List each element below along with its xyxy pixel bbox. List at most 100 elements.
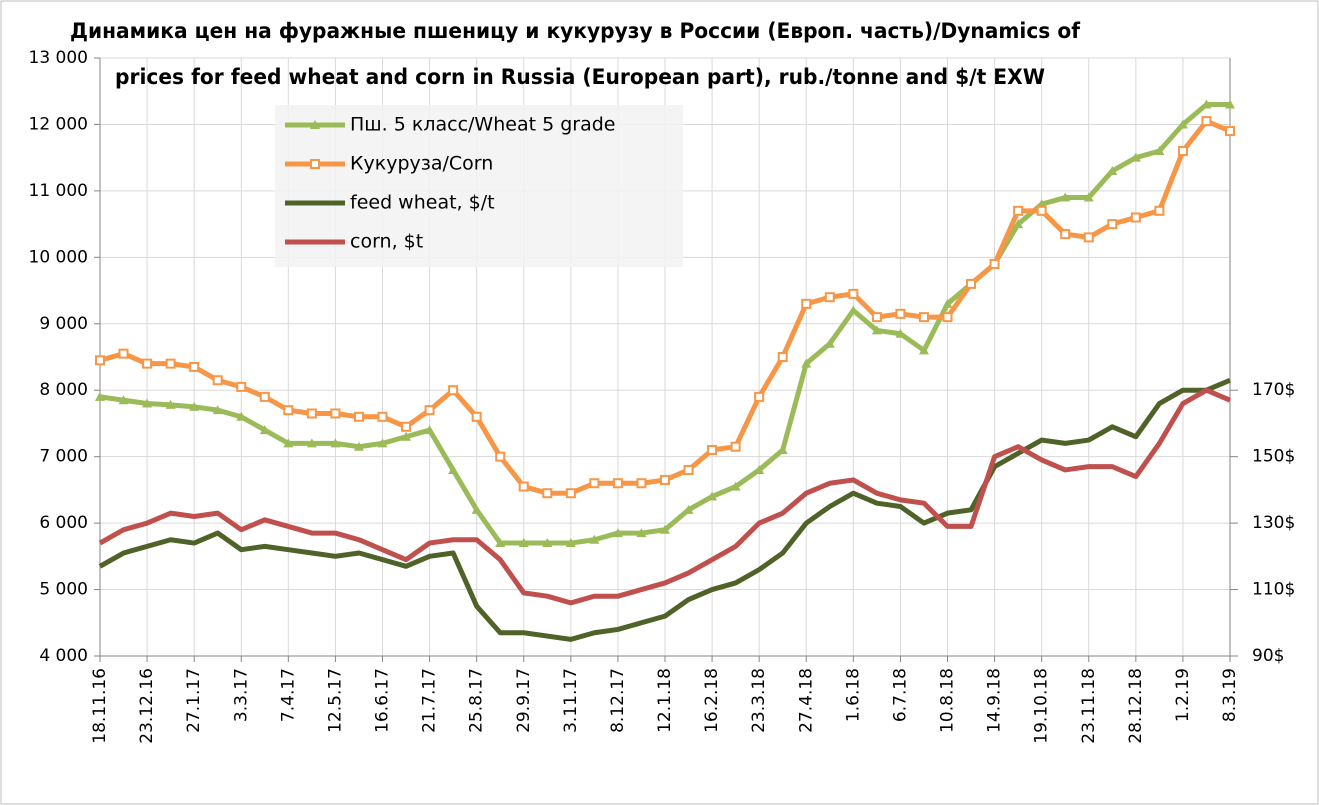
marker [306, 408, 317, 419]
marker [942, 298, 953, 308]
x-tick-label: 18.11.16 [90, 668, 110, 744]
marker [565, 538, 576, 548]
y-tick-label: 13 000 [29, 48, 88, 68]
x-tick-label: 27.4.18 [796, 668, 816, 733]
x-tick-label: 10.8.18 [938, 668, 958, 733]
x-tick-label: 23.12.16 [137, 668, 157, 744]
marker [895, 328, 906, 338]
x-tick-label: 6.7.18 [890, 668, 910, 722]
marker [118, 395, 129, 405]
x-tick-label: 27.1.17 [184, 668, 204, 733]
marker [165, 399, 176, 409]
marker [612, 478, 623, 489]
marker [871, 312, 882, 323]
marker [707, 445, 718, 456]
marker [495, 451, 506, 462]
y2-tick-label: 170$ [1252, 380, 1295, 400]
legend-label: Кукуруза/Corn [350, 153, 493, 175]
marker [236, 381, 247, 392]
marker [1060, 192, 1071, 202]
marker [777, 445, 788, 455]
marker [1177, 119, 1188, 129]
marker [542, 488, 553, 499]
x-tick-label: 3.11.17 [561, 668, 581, 733]
marker [966, 278, 977, 289]
marker [377, 438, 388, 448]
marker [189, 361, 200, 372]
marker [448, 464, 459, 474]
marker [189, 401, 200, 411]
marker [777, 352, 788, 362]
marker [1013, 219, 1024, 229]
marker [989, 258, 1000, 269]
x-tick-label: 7.4.17 [278, 668, 298, 722]
marker [259, 425, 270, 435]
marker [660, 474, 670, 485]
marker [942, 312, 953, 323]
marker [142, 358, 153, 369]
x-tick-label: 21.7.17 [420, 668, 440, 733]
marker [212, 375, 223, 386]
x-tick-label: 8.3.19 [1220, 668, 1240, 722]
marker [1154, 205, 1165, 216]
marker [660, 524, 670, 534]
marker [95, 355, 105, 366]
marker [1225, 99, 1235, 109]
x-tick-label: 3.3.17 [231, 668, 251, 722]
marker [636, 528, 647, 538]
marker [848, 288, 859, 299]
marker [589, 534, 600, 544]
x-tick-label: 12.5.17 [325, 668, 345, 733]
marker [754, 391, 765, 402]
y2-tick-label: 90$ [1252, 646, 1284, 666]
marker [1013, 205, 1024, 216]
marker [848, 305, 859, 315]
marker [95, 391, 105, 401]
marker [118, 348, 129, 359]
legend-label: Пш. 5 класс/Wheat 5 grade [350, 114, 615, 136]
marker [1036, 205, 1047, 216]
marker [824, 292, 835, 303]
marker [754, 464, 765, 474]
legend-label: feed wheat, $/t [350, 192, 495, 214]
marker [824, 338, 835, 348]
marker [518, 538, 529, 548]
marker [801, 358, 812, 368]
marker [1177, 146, 1188, 157]
x-tick-label: 29.9.17 [514, 668, 534, 733]
y-tick-label: 7 000 [39, 447, 88, 467]
marker [310, 159, 320, 169]
marker [730, 481, 741, 491]
marker [471, 411, 482, 422]
y-tick-label: 12 000 [29, 114, 88, 134]
y2-tick-label: 130$ [1252, 513, 1295, 533]
marker [683, 464, 694, 475]
chart-title: prices for feed wheat and corn in Russia… [115, 65, 1045, 89]
x-tick-label: 16.2.18 [702, 668, 722, 733]
marker [142, 398, 153, 408]
marker [236, 411, 247, 421]
x-tick-label: 23.3.18 [749, 668, 769, 733]
marker [1154, 146, 1165, 156]
y-tick-label: 4 000 [39, 646, 88, 666]
x-tick-label: 14.9.18 [985, 668, 1005, 733]
y-tick-label: 11 000 [29, 181, 88, 201]
marker [401, 421, 412, 432]
y2-tick-label: 150$ [1252, 447, 1295, 467]
marker [801, 298, 812, 309]
marker [283, 405, 294, 416]
marker [1130, 212, 1141, 223]
marker [1107, 219, 1118, 230]
y2-tick-label: 110$ [1252, 580, 1295, 600]
marker [542, 538, 553, 548]
marker [683, 504, 694, 514]
x-tick-label: 1.2.19 [1173, 668, 1193, 722]
y-tick-label: 6 000 [39, 513, 88, 533]
chart-title: Динамика цен на фуражные пшеницу и кукур… [70, 19, 1081, 43]
marker [636, 478, 647, 489]
x-tick-label: 23.11.18 [1079, 668, 1099, 744]
y-tick-label: 10 000 [29, 247, 88, 267]
marker [424, 405, 435, 416]
x-tick-label: 16.6.17 [373, 668, 393, 733]
